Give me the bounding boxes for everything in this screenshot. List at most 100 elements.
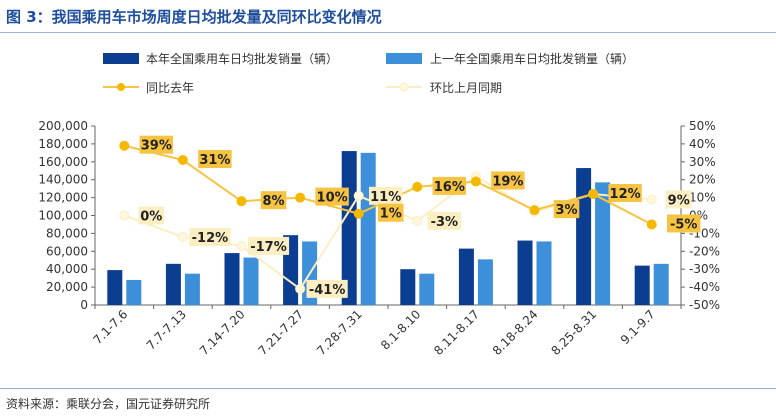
bar-previous-year	[184, 273, 200, 305]
legend-swatch-yoy-marker	[117, 83, 125, 91]
bar-previous-year	[419, 273, 435, 305]
data-label-mom-bg	[247, 236, 290, 255]
y-right-tick-label: 40%	[689, 137, 716, 151]
bar-current-year	[634, 265, 650, 305]
y-right-tick-label: -50%	[689, 298, 720, 312]
bar-previous-year	[595, 182, 611, 305]
point-mom	[119, 210, 130, 221]
legend-label-yoy: 同比去年	[146, 81, 194, 95]
bar-previous-year	[653, 263, 669, 305]
bar-current-year	[458, 248, 474, 305]
point-yoy	[236, 196, 247, 207]
point-yoy	[119, 140, 130, 151]
y-right-tick-label: 50%	[689, 119, 716, 133]
data-label-mom: 11%	[370, 190, 401, 205]
x-tick-label: 7.1-7.6	[90, 307, 130, 347]
legend-label-current-year: 本年全国乘用车日均批发销量（辆）	[146, 51, 338, 66]
data-label-yoy-bg	[315, 187, 349, 206]
bar-current-year	[576, 168, 592, 305]
data-label-yoy-bg	[139, 135, 173, 154]
x-tick-label: 9.1-9.7	[618, 307, 658, 347]
data-label-yoy: 19%	[492, 174, 523, 189]
y-left-tick-label: 20,000	[46, 280, 88, 294]
bar-current-year	[517, 240, 533, 305]
data-label-yoy-bg	[667, 214, 701, 233]
point-mom	[353, 190, 364, 201]
data-label-mom-bg	[306, 279, 348, 298]
data-label-yoy-bg	[491, 171, 525, 190]
x-tick-label: 8.11-8.17	[431, 307, 482, 358]
x-tick-label: 8.1-8.10	[378, 307, 423, 352]
x-tick-label: 7.14-7.20	[197, 307, 248, 358]
data-label-mom-bg	[427, 211, 461, 230]
x-tick-label: 8.25-8.31	[548, 307, 599, 358]
data-label-yoy: 31%	[199, 153, 230, 168]
bar-previous-year	[126, 279, 142, 305]
data-label-yoy: 12%	[610, 187, 641, 202]
y-left-tick-label: 60,000	[46, 244, 88, 258]
data-label-yoy-bg	[377, 203, 404, 222]
y-left-tick-label: 100,000	[38, 209, 88, 223]
x-tick-label: 7.21-7.27	[255, 307, 306, 358]
point-yoy	[646, 219, 657, 230]
data-label-yoy-bg	[608, 184, 642, 203]
y-right-tick-label: -30%	[689, 262, 720, 276]
point-yoy	[470, 176, 481, 187]
point-mom	[295, 283, 306, 294]
point-mom	[177, 231, 188, 242]
data-label-mom-bg	[369, 186, 403, 205]
bar-previous-year	[477, 259, 493, 305]
legend-swatch-current-year	[103, 53, 139, 64]
point-yoy	[295, 192, 306, 203]
data-label-mom-bg	[138, 206, 165, 225]
legend-swatch-mom-marker	[399, 82, 409, 92]
bar-current-year	[165, 263, 181, 305]
y-right-tick-label: 10%	[689, 191, 716, 205]
y-right-tick-label: 30%	[689, 155, 716, 169]
bar-current-year	[224, 253, 240, 305]
data-label-mom-bg	[189, 227, 231, 246]
x-tick-label: 7.28-7.31	[314, 307, 365, 358]
y-left-tick-label: 80,000	[46, 226, 88, 240]
data-label-yoy-bg	[432, 176, 466, 195]
y-left-tick-label: 120,000	[38, 191, 88, 205]
source-divider	[0, 388, 776, 389]
y-left-tick-label: 160,000	[38, 155, 88, 169]
chart: 本年全国乘用车日均批发销量（辆） 上一年全国乘用车日均批发销量（辆） 同比去年 环比上…	[38, 51, 720, 358]
data-label-yoy-bg	[553, 200, 580, 219]
axes: 0 20,000 40,000 60,000 80,000 100,000 120,000 1…	[38, 119, 720, 358]
y-left-tick-label: 40,000	[46, 262, 88, 276]
y-left-tick-label: 200,000	[38, 119, 88, 133]
bar-current-year	[400, 269, 416, 305]
title-divider	[0, 32, 776, 33]
data-labels: 0% -12% -17% -41% 11% -3% 9% 39% 31% 8% 10% 1% 16% 19…	[138, 135, 701, 298]
data-label-mom: -12%	[192, 231, 229, 246]
x-tick-label: 7.7-7.13	[144, 307, 189, 352]
legend: 本年全国乘用车日均批发销量（辆） 上一年全国乘用车日均批发销量（辆） 同比去年 环比上…	[103, 51, 634, 95]
bar-previous-year	[536, 241, 552, 305]
point-yoy	[588, 189, 599, 200]
y-right-tick-label: 20%	[689, 173, 716, 187]
data-label-mom: -3%	[431, 215, 458, 230]
point-yoy	[177, 155, 188, 166]
data-label-mom: 0%	[140, 210, 162, 225]
x-tick-label: 8.18-8.24	[490, 307, 541, 358]
y-left-tick-label: 140,000	[38, 173, 88, 187]
data-label-mom-bg	[665, 190, 692, 209]
data-label-mom: -41%	[309, 283, 346, 298]
data-label-mom: -17%	[250, 240, 287, 255]
data-label-yoy: -5%	[670, 217, 697, 232]
point-mom	[646, 194, 657, 205]
bar-previous-year	[243, 257, 259, 305]
legend-label-mom: 环比上月同期	[430, 81, 502, 95]
data-label-yoy-bg	[198, 150, 232, 169]
legend-label-previous-year: 上一年全国乘用车日均批发销量（辆）	[430, 51, 634, 66]
y-left-tick-label: 180,000	[38, 137, 88, 151]
data-label-yoy: 16%	[434, 180, 465, 195]
data-label-yoy: 39%	[141, 139, 172, 154]
data-label-yoy: 8%	[262, 194, 284, 209]
figure-title: 图 3：我国乘用车市场周度日均批发量及同环比变化情况	[6, 8, 382, 26]
point-mom	[236, 240, 247, 251]
point-yoy	[529, 205, 540, 216]
point-yoy	[412, 181, 423, 192]
